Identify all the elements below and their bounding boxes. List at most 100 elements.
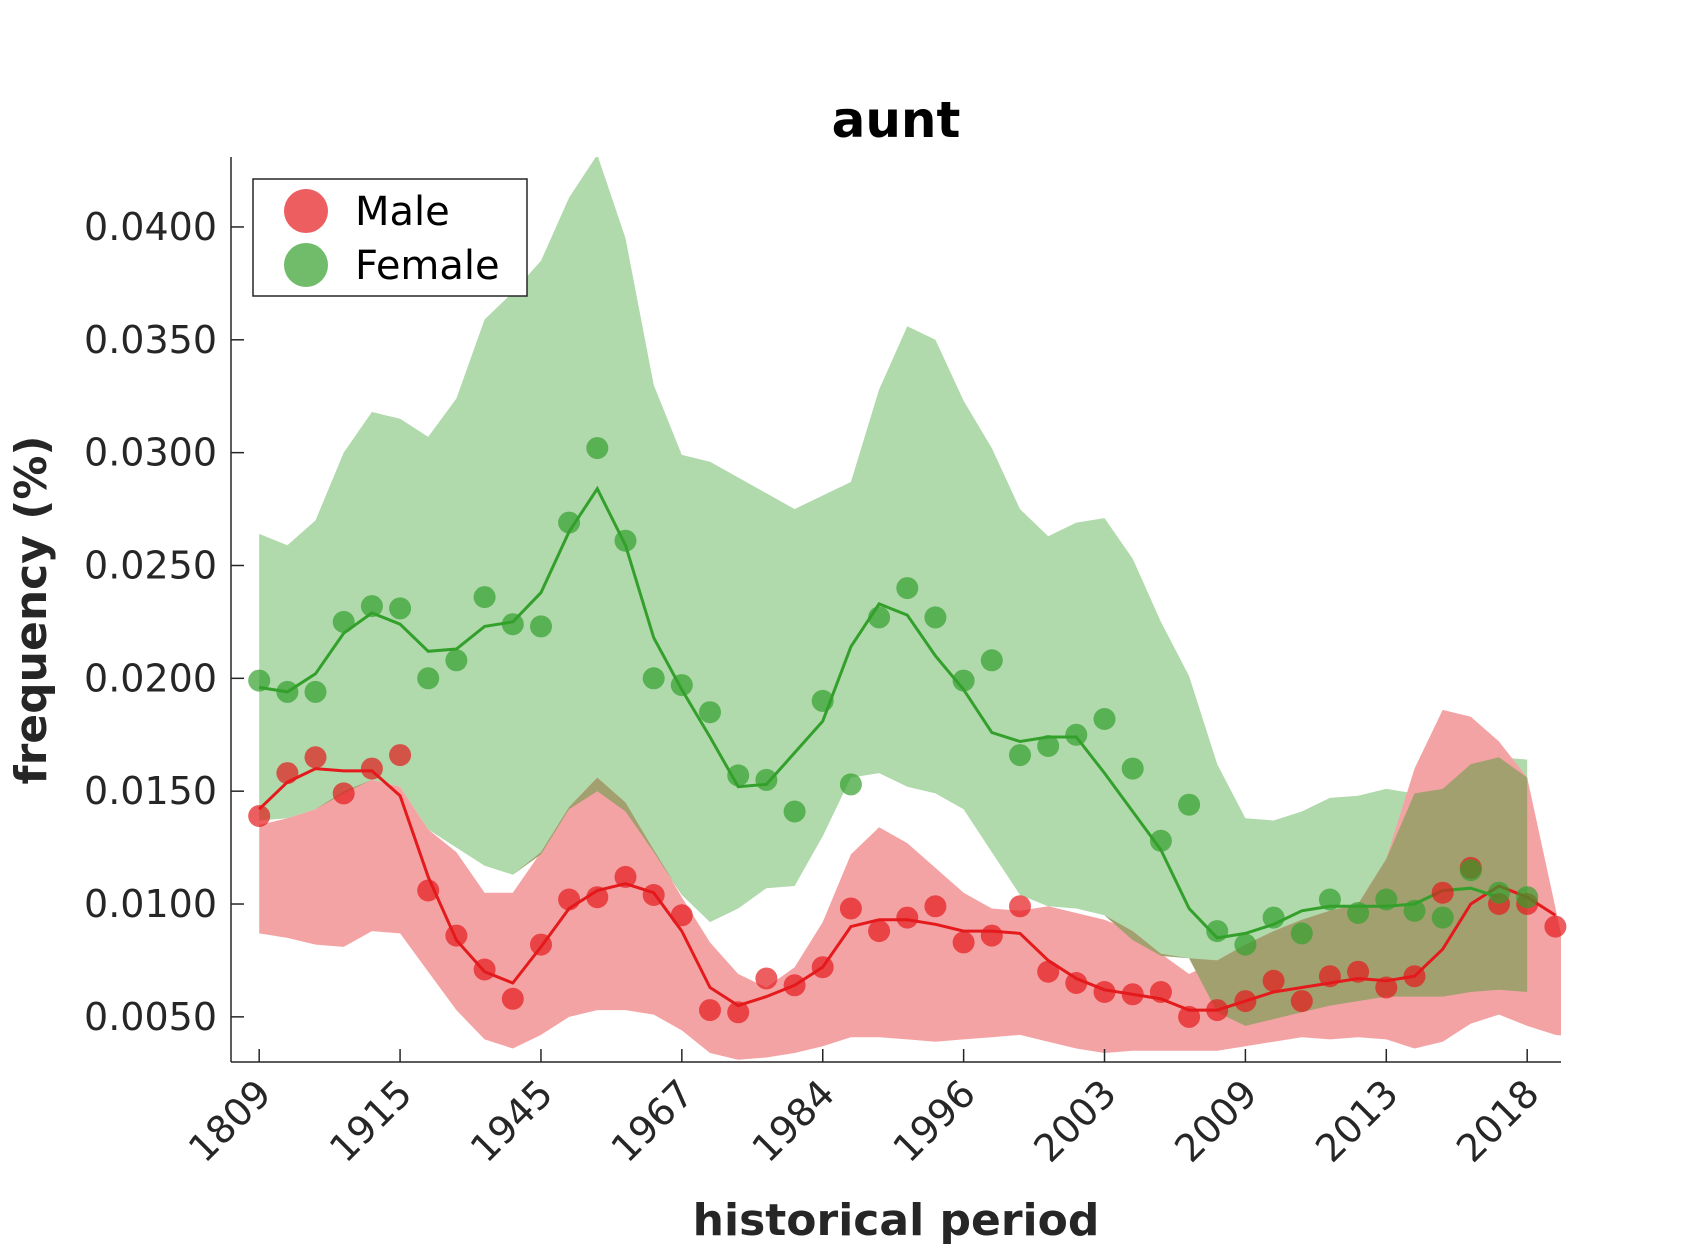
data-point-male [1009,895,1031,918]
data-point-male [1093,981,1116,1003]
chart-title: aunt [832,91,961,149]
data-point-male [248,805,271,827]
data-point-male [473,958,496,981]
data-point-female [1262,906,1285,929]
data-point-male [558,888,581,911]
data-point-female [896,577,919,600]
data-point-male [445,924,468,947]
data-point-male [389,744,412,767]
data-point-female [276,680,299,703]
data-point-male [1065,972,1088,994]
data-point-male [586,886,609,909]
data-point-female [1206,920,1229,943]
y-axis-label: frequency (%) [6,435,57,784]
trend-line-female [258,485,1500,940]
data-point-female [755,768,778,791]
data-point-female [304,680,327,703]
y-tick-label: 0.0100 [84,882,217,926]
y-tick-label: 0.0400 [84,205,217,249]
data-point-male [839,897,862,920]
data-point-female [1516,886,1539,909]
data-point-male [501,987,524,1010]
data-point-male [1037,960,1060,983]
data-point-male [1318,965,1341,988]
x-tick-label: 1915 [321,1071,421,1171]
data-point-female [1459,859,1482,882]
data-point-female [248,669,271,692]
data-point-female [389,597,412,620]
data-point-female [642,667,665,690]
data-point-male [670,904,693,927]
data-point-female [501,613,524,636]
x-axis-label: historical period [693,1195,1100,1246]
data-point-female [1290,922,1313,945]
data-point-female [586,437,609,460]
y-tick-label: 0.0200 [84,656,217,700]
data-point-female [699,701,721,724]
legend-label-female: Female [355,243,500,289]
y-tick-label: 0.0050 [84,995,217,1039]
data-point-male [868,920,891,943]
y-tick-label: 0.0300 [84,431,217,475]
x-tick-label: 2013 [1307,1071,1407,1171]
data-point-female [670,674,693,697]
data-point-female [1178,793,1201,816]
data-point-female [417,667,440,690]
data-point-female [1403,899,1426,922]
data-point-female [868,606,891,629]
data-point-male [304,746,327,769]
data-point-male [332,782,355,805]
data-point-male [811,956,834,979]
y-tick-label: 0.0350 [84,318,217,362]
data-point-male [1206,999,1229,1022]
legend-label-male: Male [355,189,450,235]
data-point-male [530,933,552,956]
data-point-female [1347,902,1370,924]
x-tick-label: 1996 [884,1071,984,1171]
x-tick-label: 2018 [1448,1071,1548,1171]
x-tick-label: 1809 [180,1071,280,1171]
data-point-female [952,669,975,692]
data-point-male [360,757,383,780]
data-point-male [417,879,440,902]
data-point-male [1121,983,1144,1006]
data-point-male [1290,990,1313,1013]
data-point-female [1149,829,1172,852]
data-point-male [1544,915,1567,938]
data-point-male [1178,1005,1201,1028]
data-point-female [980,649,1003,672]
data-point-female [783,800,806,823]
data-point-female [1375,888,1398,911]
data-point-female [1037,735,1060,757]
data-point-female [445,649,468,672]
data-point-male [614,865,637,888]
band-female [259,157,1528,1026]
data-point-female [727,764,750,787]
data-point-male [642,884,665,906]
data-point-female [332,610,355,633]
data-point-female [1431,906,1454,929]
data-point-male [1431,881,1454,904]
data-point-male [980,924,1003,947]
data-point-male [1149,981,1172,1003]
data-point-female [1065,723,1088,746]
data-point-male [896,906,919,929]
x-tick-label: 2003 [1025,1071,1125,1171]
data-point-female [530,615,552,638]
data-point-male [1403,965,1426,988]
data-point-female [1093,708,1116,730]
data-points [248,437,1567,1028]
x-tick-label: 2009 [1166,1071,1266,1171]
legend-marker-female [284,243,328,287]
data-point-female [473,586,496,609]
data-point-female [1234,933,1257,956]
data-point-male [783,974,806,997]
data-point-male [755,967,778,990]
data-point-female [558,511,581,534]
data-point-female [1318,888,1341,911]
data-point-female [811,689,834,712]
data-point-male [1234,990,1257,1013]
x-tick-label: 1984 [744,1071,844,1171]
y-tick-label: 0.0250 [84,543,217,587]
